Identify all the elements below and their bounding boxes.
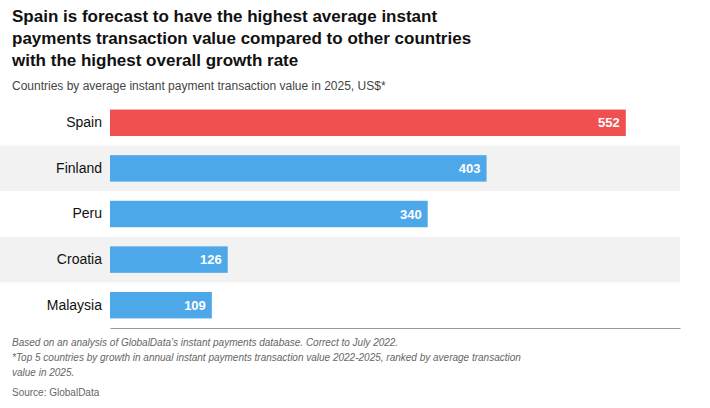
plot: 552 403 340 126 109 Spain Finland Peru Croatia Ma…	[0, 110, 681, 329]
data-label: 340	[400, 207, 422, 222]
y-tick-label: Croatia	[57, 251, 102, 267]
y-tick-label: Spain	[66, 114, 102, 130]
subtitle: Countries by average instant payment tra…	[12, 79, 386, 93]
y-tick: Finland	[56, 160, 102, 176]
data-label: 109	[184, 298, 206, 313]
y-tick-label: Malaysia	[47, 297, 102, 313]
y-tick: Croatia	[57, 251, 102, 267]
row-background	[0, 146, 680, 192]
footnote: value in 2025.	[12, 367, 74, 378]
title: Spain is forecast to have the highest av…	[12, 7, 437, 26]
bars	[110, 110, 626, 319]
y-tick: Malaysia	[47, 297, 102, 313]
data-label: 126	[200, 252, 222, 267]
footnote: *Top 5 countries by growth in annual ins…	[12, 352, 521, 363]
footnote: Source: GlobalData	[12, 387, 100, 398]
data-labels: 552 403 340 126 109	[184, 115, 620, 312]
bar	[110, 201, 428, 227]
title: payments transaction value compared to o…	[12, 29, 471, 48]
data-label: 403	[459, 161, 481, 176]
y-tick: Spain	[66, 114, 102, 130]
x-axis	[111, 328, 681, 329]
y-axis: Spain Finland Peru Croatia Malaysia	[47, 114, 102, 312]
x-axis-line	[111, 328, 681, 329]
data-label: 552	[598, 115, 620, 130]
y-tick-label: Finland	[56, 160, 102, 176]
title: with the highest overall growth rate	[11, 51, 298, 70]
bar	[110, 292, 212, 318]
y-tick: Peru	[72, 205, 102, 221]
chart: Spain is forecast to have the highest av…	[0, 0, 710, 408]
footnote: Based on an analysis of GlobalData’s ins…	[12, 337, 398, 348]
bar	[110, 155, 487, 181]
row-background	[0, 237, 680, 283]
y-tick-label: Peru	[72, 205, 102, 221]
bar	[110, 110, 626, 136]
bar	[110, 246, 228, 272]
